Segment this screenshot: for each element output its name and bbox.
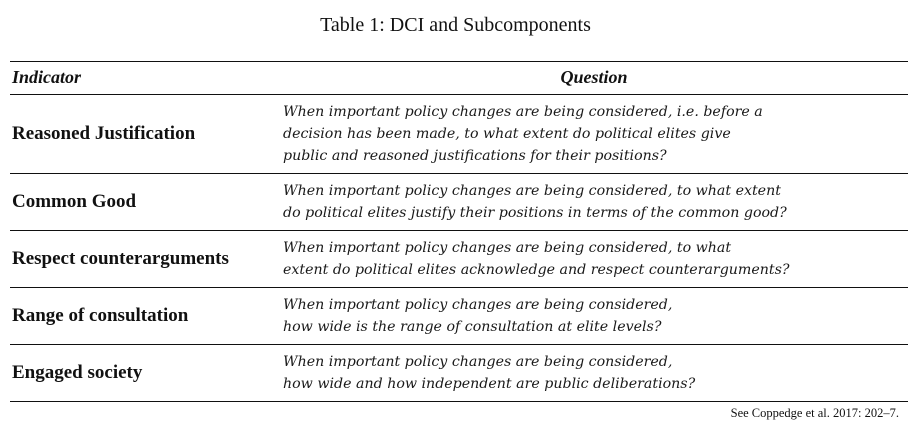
header-row: Indicator Question [10, 61, 908, 95]
question-cell: When important policy changes are being … [280, 230, 908, 288]
indicator-cell: Range of consultation [10, 287, 280, 345]
indicator-cell: Engaged society [10, 344, 280, 402]
indicator-cell: Respect counterarguments [10, 230, 280, 288]
source-note: See Coppedge et al. 2017: 202–7. [730, 406, 899, 420]
question-line: When important policy changes are being … [283, 104, 763, 120]
table-row: Engaged society When important policy ch… [10, 344, 908, 402]
question-cell: When important policy changes are being … [280, 287, 908, 345]
question-line: how wide and how independent are public … [283, 376, 696, 392]
question-column-header: Question [280, 61, 908, 95]
question-line: When important policy changes are being … [283, 183, 781, 199]
question-cell: When important policy changes are being … [280, 344, 908, 402]
question-line: When important policy changes are being … [283, 240, 732, 256]
table-row: Common Good When important policy change… [10, 173, 908, 231]
question-line: decision has been made, to what extent d… [283, 126, 731, 142]
dci-table: Indicator Question Reasoned Justificatio… [10, 61, 908, 402]
indicator-column-header: Indicator [10, 61, 280, 95]
question-line: public and reasoned justifications for t… [283, 148, 667, 164]
question-line: how wide is the range of consultation at… [283, 319, 662, 335]
question-cell: When important policy changes are being … [280, 94, 908, 174]
question-cell: When important policy changes are being … [280, 173, 908, 231]
table-caption: Table 1: DCI and Subcomponents [320, 14, 591, 36]
question-line: do political elites justify their positi… [283, 205, 787, 221]
indicator-cell: Common Good [10, 173, 280, 231]
table-row: Reasoned Justification When important po… [10, 94, 908, 174]
table-row: Range of consultation When important pol… [10, 287, 908, 345]
question-line: extent do political elites acknowledge a… [283, 262, 790, 278]
question-line: When important policy changes are being … [283, 354, 673, 370]
indicator-cell: Reasoned Justification [10, 94, 280, 174]
question-line: When important policy changes are being … [283, 297, 673, 313]
table-row: Respect counterarguments When important … [10, 230, 908, 288]
